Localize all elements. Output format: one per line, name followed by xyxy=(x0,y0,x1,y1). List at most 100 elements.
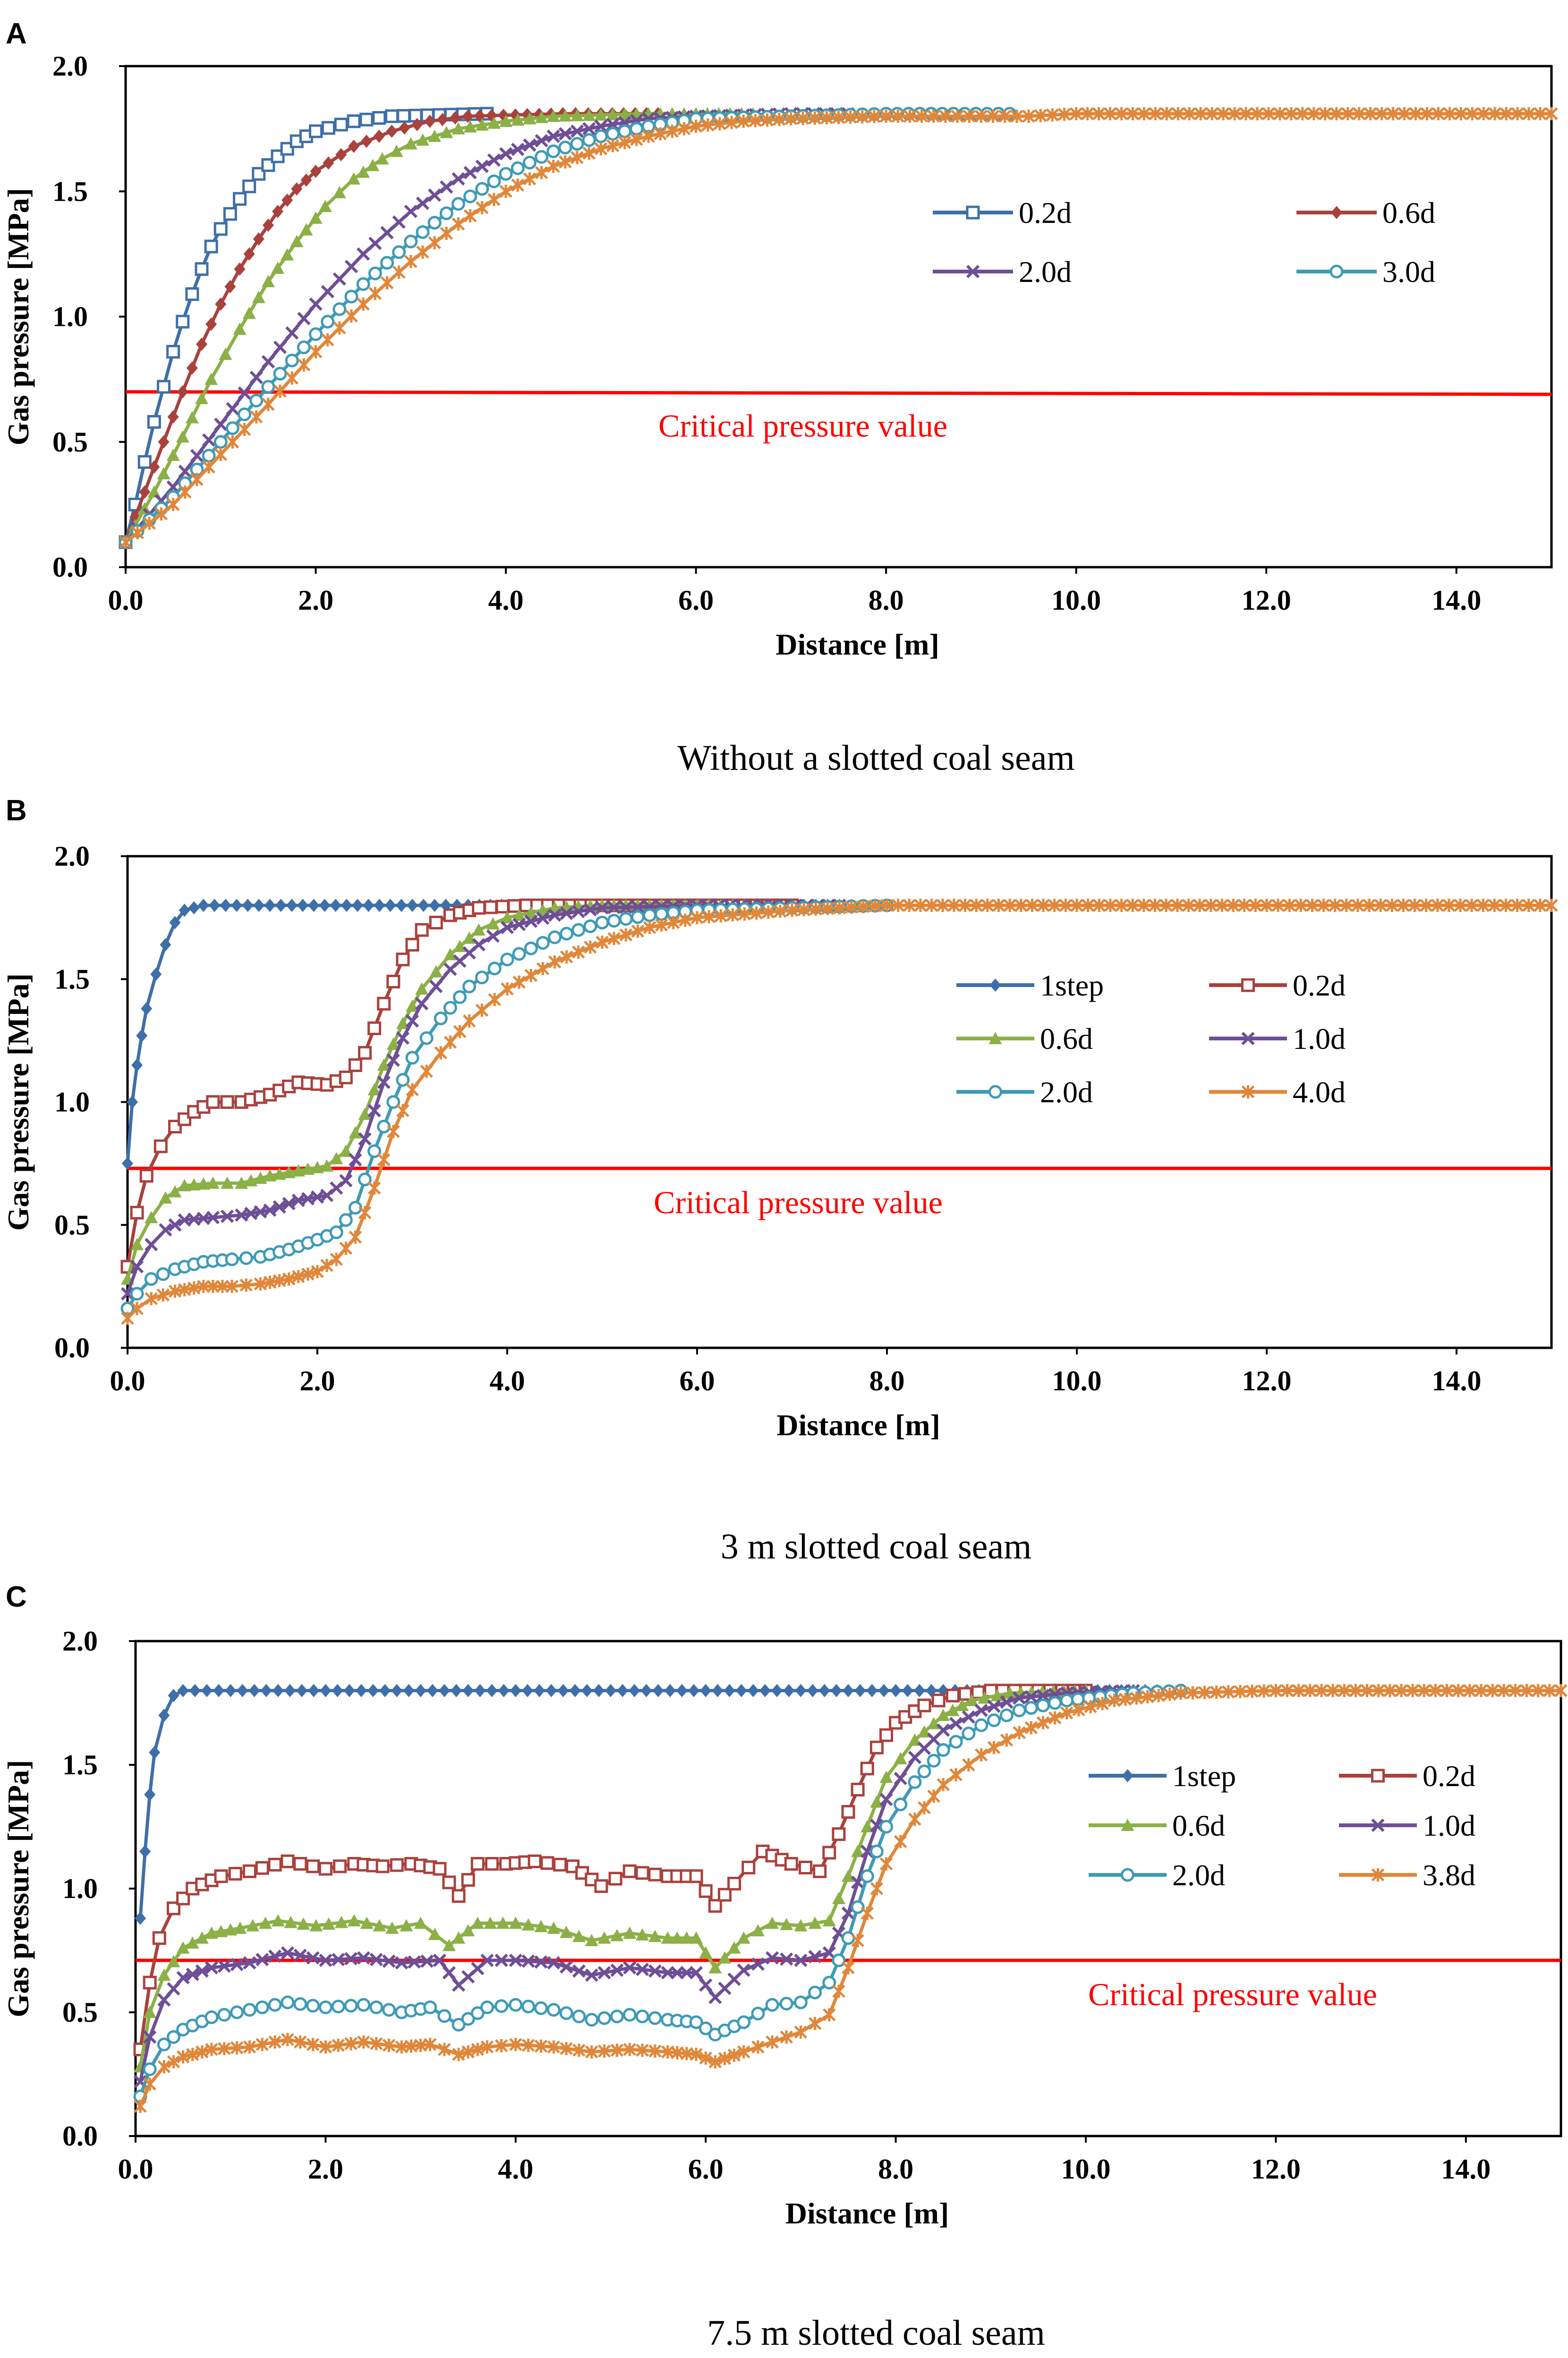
data-point xyxy=(1273,107,1287,120)
data-point xyxy=(654,127,667,141)
data-point xyxy=(523,138,537,152)
data-point xyxy=(213,222,228,236)
data-point xyxy=(937,1709,950,1721)
data-point xyxy=(391,1684,403,1697)
data-point xyxy=(452,1889,466,1903)
data-point xyxy=(1126,899,1140,912)
data-point xyxy=(1454,899,1467,912)
legend-marker xyxy=(1241,1031,1255,1046)
data-point xyxy=(1543,1684,1556,1697)
data-point xyxy=(485,1857,499,1871)
data-point xyxy=(487,153,501,167)
data-point xyxy=(131,526,144,540)
data-point xyxy=(699,2051,712,2065)
data-point xyxy=(1103,107,1117,120)
data-point xyxy=(965,1694,979,1706)
data-point xyxy=(357,297,370,311)
data-point xyxy=(795,1684,807,1697)
data-point xyxy=(1160,107,1174,120)
data-point xyxy=(1024,1721,1038,1735)
data-point xyxy=(262,398,275,411)
data-point xyxy=(255,1861,269,1875)
data-point xyxy=(1497,1684,1511,1697)
data-point xyxy=(856,900,870,913)
data-point xyxy=(652,1684,664,1697)
data-point xyxy=(357,1998,371,2012)
data-point xyxy=(281,1995,295,2009)
data-point xyxy=(536,911,550,925)
data-point xyxy=(501,982,514,996)
data-point xyxy=(582,146,596,160)
data-point xyxy=(878,1684,890,1697)
data-point xyxy=(1024,1701,1038,1715)
data-point xyxy=(619,912,633,926)
data-point xyxy=(166,345,180,359)
data-point xyxy=(1239,107,1253,120)
data-point xyxy=(623,2043,637,2056)
data-point xyxy=(475,201,489,214)
data-point xyxy=(606,139,620,153)
x-tick-label: 10.0 xyxy=(1052,1365,1102,1396)
data-point xyxy=(471,1916,485,1929)
data-point xyxy=(1096,1697,1109,1711)
data-point xyxy=(498,1684,510,1697)
data-point xyxy=(420,1064,433,1078)
data-point xyxy=(547,1956,561,1970)
data-point xyxy=(332,186,346,198)
data-point xyxy=(230,1958,244,1971)
data-point xyxy=(822,2008,836,2022)
legend-item: 0.2d xyxy=(933,196,1072,230)
data-point xyxy=(1454,107,1468,120)
data-point xyxy=(443,1035,457,1049)
data-point xyxy=(390,1858,404,1872)
data-point xyxy=(521,1954,535,1968)
data-point xyxy=(166,449,180,461)
data-point xyxy=(1317,899,1330,912)
critical-pressure-label: Critical pressure value xyxy=(1088,1976,1377,2012)
data-point xyxy=(406,1083,419,1097)
data-point xyxy=(396,1104,409,1117)
data-point xyxy=(784,112,798,126)
data-point xyxy=(822,1975,836,1990)
data-point xyxy=(145,1211,158,1224)
data-point xyxy=(1222,1685,1235,1699)
data-point xyxy=(309,1919,323,1932)
data-point xyxy=(750,906,763,920)
data-point xyxy=(528,1854,542,1868)
legend: 0.2d0.6d1.0d2.0d3.0d4.0d xyxy=(933,196,1435,289)
data-point xyxy=(500,953,514,967)
data-point xyxy=(309,211,323,224)
data-point xyxy=(144,1272,158,1286)
data-point xyxy=(699,1978,713,1992)
data-point xyxy=(248,1684,260,1697)
data-point xyxy=(617,1684,629,1697)
data-point xyxy=(176,1971,190,1984)
data-point xyxy=(156,1288,170,1302)
data-point xyxy=(131,1058,143,1072)
data-point xyxy=(264,899,276,912)
data-point xyxy=(206,1176,220,1189)
legend-item: 3.8d xyxy=(1339,1858,1475,1892)
data-point xyxy=(1174,1686,1187,1700)
data-point xyxy=(372,111,386,125)
data-point xyxy=(610,1963,624,1977)
data-point xyxy=(1217,107,1230,120)
data-point xyxy=(894,1752,907,1764)
data-point xyxy=(154,507,168,521)
data-point xyxy=(308,899,320,912)
data-point xyxy=(380,226,394,239)
data-point xyxy=(581,1684,593,1697)
data-point xyxy=(610,1929,624,1941)
data-point xyxy=(999,1708,1014,1722)
x-tick-label: 12.0 xyxy=(1242,585,1291,616)
data-point xyxy=(404,255,418,268)
data-point xyxy=(343,1684,355,1697)
legend-label: 1step xyxy=(1172,1759,1236,1793)
x-axis-label: Distance [m] xyxy=(776,1408,940,1442)
data-point xyxy=(195,1964,209,1978)
data-point xyxy=(830,1684,842,1697)
y-tick-label: 0.0 xyxy=(54,1332,90,1363)
data-point xyxy=(536,962,550,976)
data-point xyxy=(319,899,331,912)
y-tick-label: 0.5 xyxy=(54,1209,90,1241)
